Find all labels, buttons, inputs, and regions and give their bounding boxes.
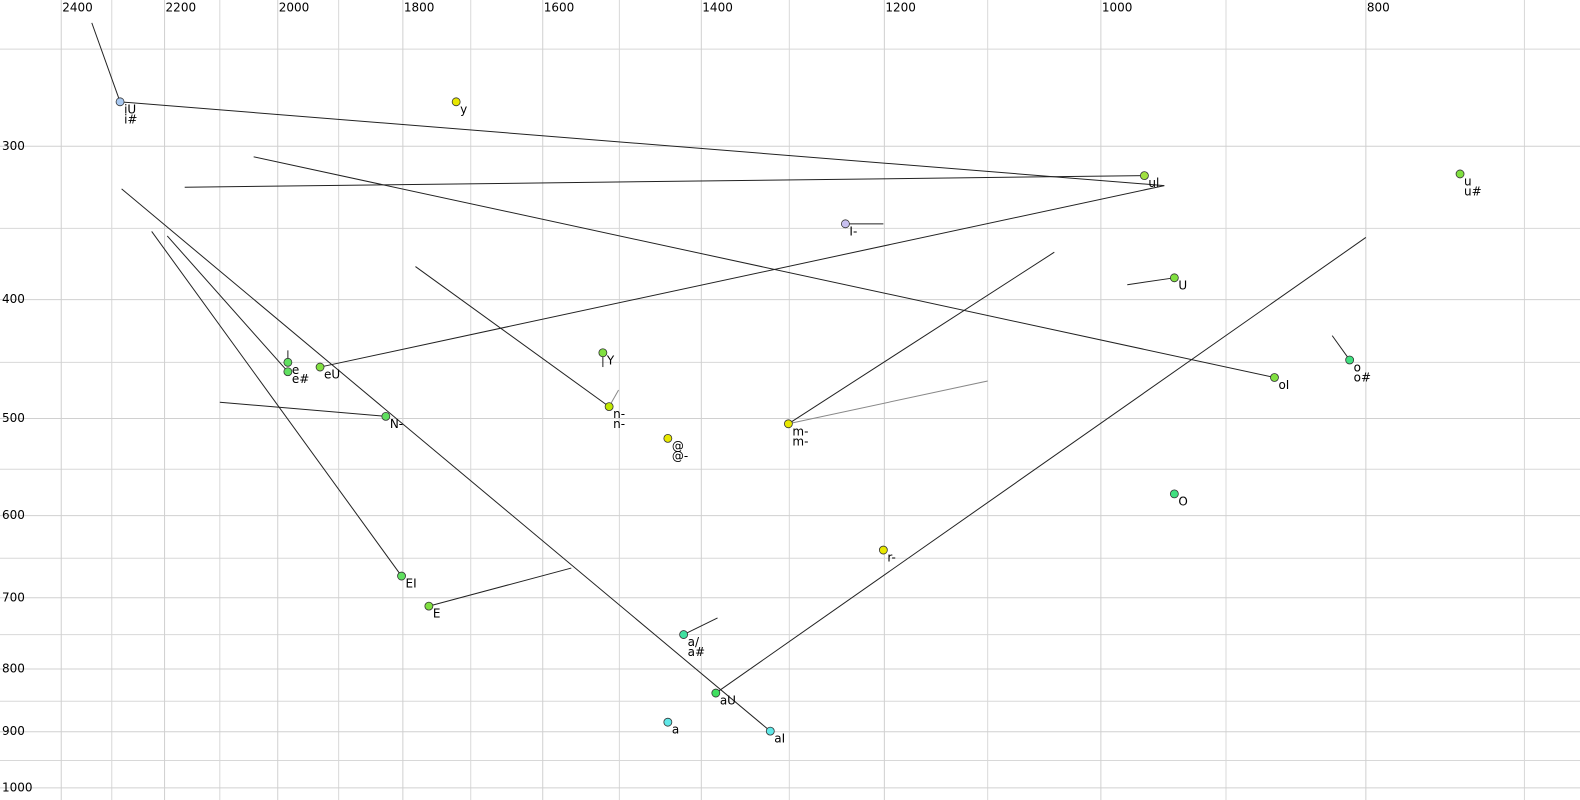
point-label: e#: [292, 372, 309, 386]
trajectory: [151, 231, 402, 577]
point: [1345, 355, 1355, 365]
point: [315, 362, 325, 372]
trajectory: [219, 401, 386, 417]
point: [381, 411, 391, 421]
y-tick-label: 700: [2, 590, 25, 604]
x-tick-label: 2200: [166, 1, 197, 15]
point-label: Y: [606, 353, 615, 367]
point-label: i#: [124, 112, 137, 126]
trajectory: [91, 22, 121, 102]
point: [1455, 169, 1465, 179]
point: [663, 433, 673, 443]
x-tick-label: 2400: [62, 1, 93, 15]
point: [115, 97, 125, 107]
point-label: a#: [688, 645, 705, 659]
point-label: a/: [688, 635, 700, 649]
point: [663, 717, 673, 727]
point-label: N-: [390, 417, 403, 431]
point: [783, 419, 793, 429]
point-label: O: [1178, 494, 1187, 508]
point-label: @: [672, 439, 684, 453]
point-label: aI: [774, 732, 785, 746]
point-label: n-: [613, 407, 625, 421]
y-tick-label: 500: [2, 411, 25, 425]
x-tick-label: 1400: [702, 1, 733, 15]
point: [604, 402, 614, 412]
point: [679, 630, 689, 639]
point: [1270, 373, 1279, 382]
trajectory: [428, 567, 572, 607]
point-label: n-: [613, 417, 625, 431]
point-label: m-: [792, 424, 808, 438]
trajectory: [319, 185, 1165, 368]
trajectory: [253, 156, 1275, 379]
point: [841, 219, 850, 229]
y-tick-label: 800: [2, 661, 25, 675]
trajectory: [184, 175, 1145, 188]
point-label: eU: [324, 368, 340, 382]
point: [451, 97, 461, 107]
point-label: iU: [124, 102, 136, 116]
point: [711, 688, 721, 698]
point-label: e: [292, 363, 299, 377]
point-label: @-: [672, 449, 688, 463]
y-tick-label: 1000: [2, 780, 33, 794]
x-tick-label: 1800: [404, 1, 435, 15]
trajectory: [1127, 277, 1175, 286]
point: [765, 726, 775, 736]
trajectory: [121, 188, 771, 732]
y-tick-label: 600: [2, 508, 25, 522]
trajectory: [166, 235, 289, 373]
point: [424, 601, 434, 611]
point-label: u#: [1464, 184, 1482, 198]
y-tick-label: 400: [2, 292, 25, 306]
point-label: o#: [1354, 370, 1371, 384]
point-label: a: [672, 723, 679, 737]
point-label: r-: [887, 551, 896, 565]
point-label: EI: [406, 577, 417, 591]
x-tick-label: 2000: [279, 1, 310, 15]
point: [397, 571, 406, 581]
y-tick-label: 300: [2, 139, 25, 153]
point-label: u: [1464, 174, 1472, 188]
trajectory: [715, 237, 1367, 694]
point-label: I-: [849, 224, 857, 238]
point-label: y: [460, 102, 467, 116]
point-label: oI: [1278, 378, 1289, 392]
point: [878, 545, 888, 555]
point-label: o: [1354, 360, 1361, 374]
point-label: ul: [1148, 176, 1159, 190]
point-label: aU: [720, 694, 736, 708]
point: [598, 348, 608, 358]
x-tick-label: 800: [1367, 1, 1390, 15]
point: [1169, 273, 1179, 283]
trajectory: [788, 380, 988, 425]
trajectory: [788, 251, 1055, 425]
point: [1140, 171, 1149, 181]
point: [1169, 489, 1179, 499]
point-label: U: [1178, 278, 1187, 292]
trajectory: [120, 101, 1165, 187]
point: [283, 367, 293, 377]
x-tick-label: 1000: [1102, 1, 1133, 15]
trajectory: [1331, 335, 1351, 361]
point-label: m-: [792, 434, 808, 448]
x-tick-label: 1200: [885, 1, 916, 15]
y-tick-label: 900: [2, 724, 25, 738]
trajectory: [415, 266, 610, 408]
trajectory: [683, 617, 718, 636]
point: [283, 357, 293, 367]
x-tick-label: 1600: [544, 1, 575, 15]
point-label: E: [433, 607, 441, 621]
